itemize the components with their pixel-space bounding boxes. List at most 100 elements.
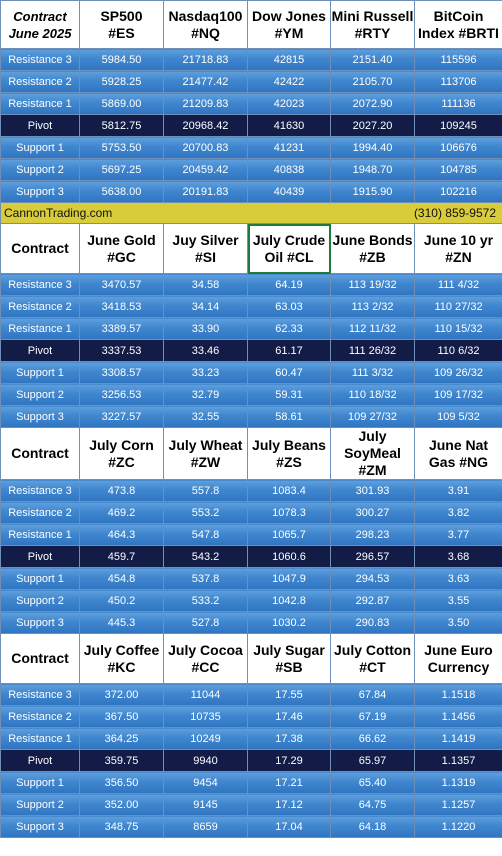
value-cell[interactable]: 20968.42 [163,114,248,137]
value-cell[interactable]: 372.00 [79,683,164,706]
value-cell[interactable]: 34.14 [163,295,248,318]
value-cell[interactable]: 61.17 [247,339,331,362]
value-cell[interactable]: 32.55 [163,405,248,428]
value-cell[interactable]: 20459.42 [163,158,248,181]
block-0-col-2-header[interactable]: Dow Jones #YM [247,0,331,49]
value-cell[interactable]: 9940 [163,749,248,772]
value-cell[interactable]: 33.23 [163,361,248,384]
value-cell[interactable]: 41630 [247,114,331,137]
value-cell[interactable]: 1948.70 [330,158,415,181]
row-label[interactable]: Pivot [0,339,80,362]
value-cell[interactable]: 1078.3 [247,501,331,524]
value-cell[interactable]: 3.91 [414,479,502,502]
value-cell[interactable]: 17.38 [247,727,331,750]
value-cell[interactable]: 58.61 [247,405,331,428]
value-cell[interactable]: 301.93 [330,479,415,502]
row-label[interactable]: Pivot [0,114,80,137]
value-cell[interactable]: 110 18/32 [330,383,415,406]
row-label[interactable]: Resistance 3 [0,273,80,296]
value-cell[interactable]: 300.27 [330,501,415,524]
value-cell[interactable]: 34.58 [163,273,248,296]
row-label[interactable]: Support 2 [0,158,80,181]
value-cell[interactable]: 352.00 [79,793,164,816]
value-cell[interactable]: 40838 [247,158,331,181]
row-label[interactable]: Resistance 2 [0,70,80,93]
value-cell[interactable]: 11044 [163,683,248,706]
value-cell[interactable]: 454.8 [79,567,164,590]
block-3-col-3-header[interactable]: July Cotton #CT [330,633,415,684]
value-cell[interactable]: 2151.40 [330,48,415,71]
value-cell[interactable]: 1.1456 [414,705,502,728]
value-cell[interactable]: 3470.57 [79,273,164,296]
value-cell[interactable]: 20191.83 [163,180,248,203]
value-cell[interactable]: 5638.00 [79,180,164,203]
value-cell[interactable]: 64.19 [247,273,331,296]
row-label[interactable]: Support 2 [0,589,80,612]
block-1-col-0-header[interactable]: June Gold #GC [79,223,164,274]
row-label[interactable]: Support 1 [0,361,80,384]
value-cell[interactable]: 113706 [414,70,502,93]
value-cell[interactable]: 1.1419 [414,727,502,750]
row-label[interactable]: Support 2 [0,383,80,406]
row-label[interactable]: Resistance 3 [0,479,80,502]
value-cell[interactable]: 21718.83 [163,48,248,71]
value-cell[interactable]: 64.18 [330,815,415,838]
value-cell[interactable]: 67.84 [330,683,415,706]
block-3-col-0-header[interactable]: July Coffee #KC [79,633,164,684]
row-label[interactable]: Support 1 [0,771,80,794]
value-cell[interactable]: 543.2 [163,545,248,568]
value-cell[interactable]: 1994.40 [330,136,415,159]
value-cell[interactable]: 111 26/32 [330,339,415,362]
value-cell[interactable]: 59.31 [247,383,331,406]
value-cell[interactable]: 1.1357 [414,749,502,772]
value-cell[interactable]: 41231 [247,136,331,159]
value-cell[interactable]: 42023 [247,92,331,115]
block-2-col-1-header[interactable]: July Wheat #ZW [163,427,248,480]
value-cell[interactable]: 65.97 [330,749,415,772]
value-cell[interactable]: 5753.50 [79,136,164,159]
row-label[interactable]: Support 3 [0,611,80,634]
block-3-col-2-header[interactable]: July Sugar #SB [247,633,331,684]
block-2-col-4-header[interactable]: June Nat Gas #NG [414,427,502,480]
value-cell[interactable]: 1060.6 [247,545,331,568]
value-cell[interactable]: 1065.7 [247,523,331,546]
value-cell[interactable]: 1030.2 [247,611,331,634]
value-cell[interactable]: 473.8 [79,479,164,502]
value-cell[interactable]: 32.79 [163,383,248,406]
value-cell[interactable]: 3.50 [414,611,502,634]
value-cell[interactable]: 290.83 [330,611,415,634]
row-label[interactable]: Support 2 [0,793,80,816]
row-label[interactable]: Pivot [0,545,80,568]
value-cell[interactable]: 10735 [163,705,248,728]
value-cell[interactable]: 359.75 [79,749,164,772]
value-cell[interactable]: 20700.83 [163,136,248,159]
value-cell[interactable]: 5697.25 [79,158,164,181]
row-label[interactable]: Resistance 1 [0,317,80,340]
value-cell[interactable]: 3.82 [414,501,502,524]
value-cell[interactable]: 66.62 [330,727,415,750]
brand-site[interactable]: CannonTrading.com [4,206,113,220]
value-cell[interactable]: 10249 [163,727,248,750]
value-cell[interactable]: 459.7 [79,545,164,568]
value-cell[interactable]: 17.21 [247,771,331,794]
value-cell[interactable]: 3.55 [414,589,502,612]
value-cell[interactable]: 3227.57 [79,405,164,428]
block-0-corner-label[interactable]: Contract June 2025 [0,0,80,49]
value-cell[interactable]: 113 19/32 [330,273,415,296]
row-label[interactable]: Support 1 [0,567,80,590]
value-cell[interactable]: 111 3/32 [330,361,415,384]
value-cell[interactable]: 63.03 [247,295,331,318]
value-cell[interactable]: 42422 [247,70,331,93]
value-cell[interactable]: 364.25 [79,727,164,750]
row-label[interactable]: Support 1 [0,136,80,159]
row-label[interactable]: Support 3 [0,815,80,838]
value-cell[interactable]: 111 4/32 [414,273,502,296]
value-cell[interactable]: 348.75 [79,815,164,838]
value-cell[interactable]: 367.50 [79,705,164,728]
value-cell[interactable]: 9145 [163,793,248,816]
value-cell[interactable]: 115596 [414,48,502,71]
row-label[interactable]: Support 3 [0,180,80,203]
value-cell[interactable]: 21209.83 [163,92,248,115]
value-cell[interactable]: 2072.90 [330,92,415,115]
value-cell[interactable]: 469.2 [79,501,164,524]
